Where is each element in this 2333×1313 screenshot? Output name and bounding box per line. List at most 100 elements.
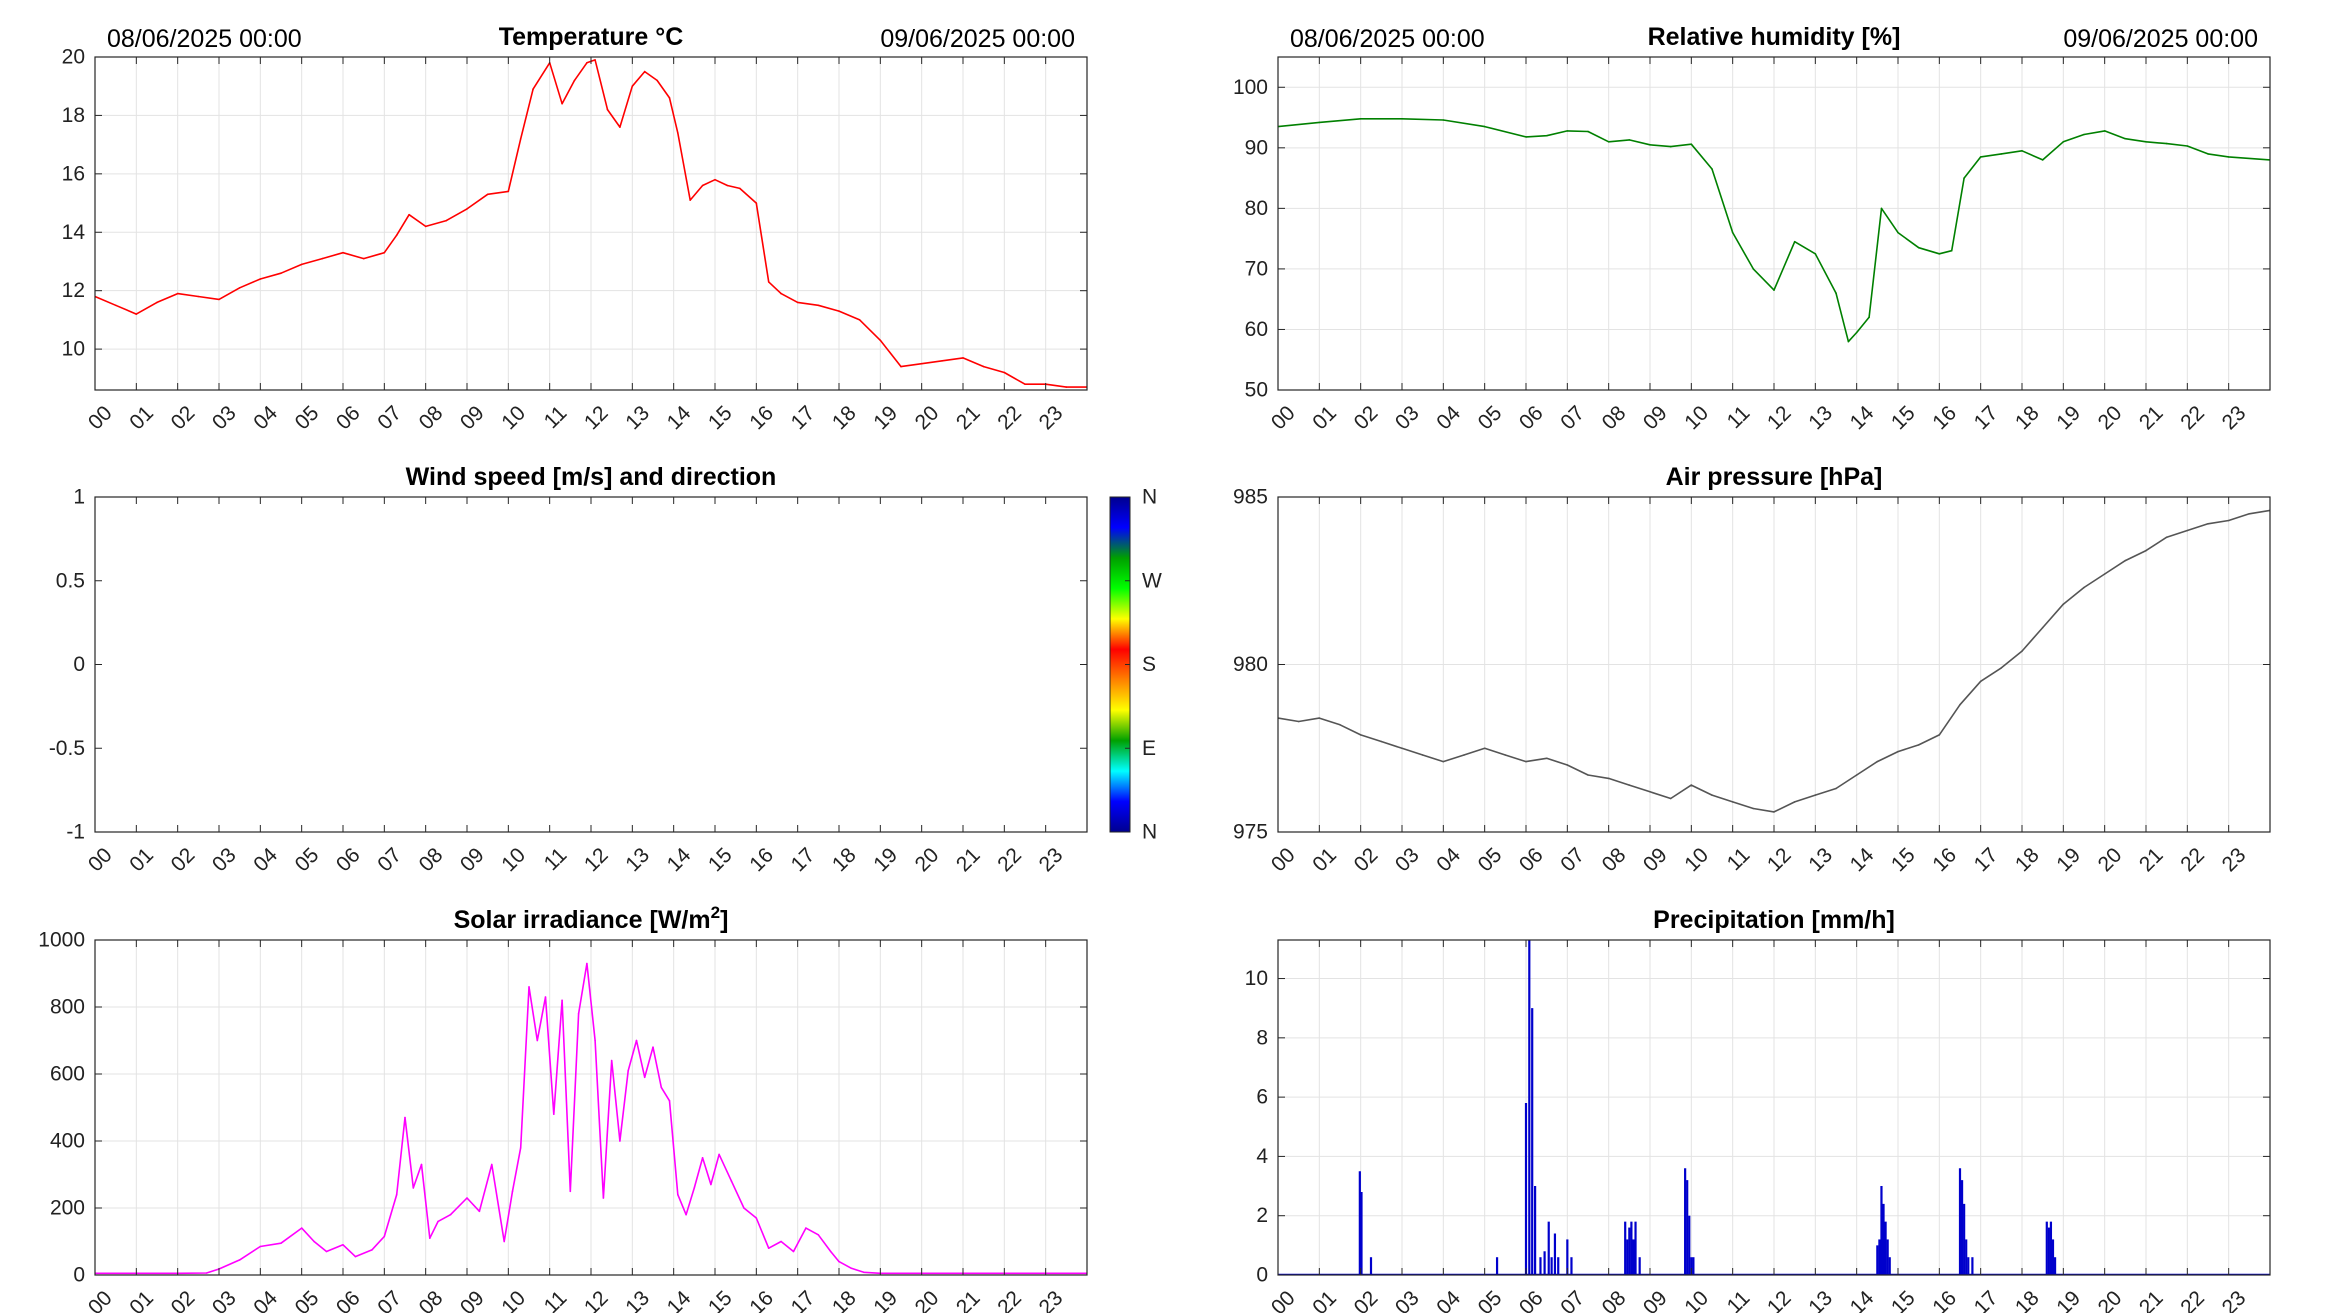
data-point <box>1587 774 1589 776</box>
colorbar-label: N <box>1142 821 1157 844</box>
data-point <box>594 59 596 61</box>
data-point <box>362 257 365 260</box>
x-tick-label: 05 <box>1474 843 1507 876</box>
x-tick-label: 08 <box>415 1286 448 1313</box>
x-tick-label: 10 <box>497 401 530 434</box>
data-line <box>95 962 1087 1275</box>
data-point <box>1483 747 1486 750</box>
x-tick-label: 21 <box>2135 843 2168 876</box>
x-tick-label: 12 <box>580 1286 613 1313</box>
series-temperature <box>95 59 1087 388</box>
data-point <box>2186 145 2189 147</box>
data-point <box>2062 141 2065 143</box>
data-point <box>1525 136 1527 138</box>
x-tick-label: 16 <box>745 1286 778 1313</box>
data-point <box>1880 207 1883 210</box>
x-tick-label: 10 <box>1680 1286 1713 1313</box>
data-point <box>325 1250 328 1253</box>
title-superscript: 2 <box>711 903 720 922</box>
data-point <box>2062 603 2065 605</box>
data-point <box>478 1210 481 1213</box>
x-tick-label: 20 <box>2094 1286 2127 1313</box>
y-tick-label: 6 <box>1256 1086 1268 1109</box>
data-point <box>1628 784 1631 786</box>
data-point <box>507 190 510 193</box>
y-tick-label: 1000 <box>38 929 85 952</box>
data-point <box>238 1259 241 1261</box>
y-axis: 0 2 4 6 8 10 <box>1245 967 2270 1287</box>
x-tick-label: 22 <box>2176 843 2209 876</box>
x-tick-label: 13 <box>621 401 654 434</box>
x-tick-label: 23 <box>2218 1286 2251 1313</box>
y-tick-label: 800 <box>50 996 85 1019</box>
x-tick-label: 17 <box>787 401 820 434</box>
data-point <box>1876 760 1879 763</box>
data-point <box>528 986 530 988</box>
data-point <box>817 304 820 307</box>
data-point <box>805 1227 807 1229</box>
data-point <box>602 1197 605 1199</box>
data-point <box>668 97 671 99</box>
x-tick-label: 04 <box>1432 843 1465 876</box>
data-point <box>1442 760 1445 763</box>
x-tick-label: 03 <box>1391 1286 1424 1313</box>
x-tick-label: 22 <box>2176 1286 2209 1313</box>
data-point <box>1711 794 1713 796</box>
data-point <box>660 1086 663 1089</box>
data-point <box>2000 667 2003 669</box>
data-point <box>466 1197 468 1199</box>
data-point <box>767 1247 770 1249</box>
data-point <box>569 1190 572 1193</box>
data-point <box>544 996 547 998</box>
data-point <box>1545 757 1548 760</box>
x-tick-label: 20 <box>911 401 944 434</box>
data-point <box>1587 130 1589 133</box>
x-tick-label: 23 <box>1035 401 1068 434</box>
x-tick-label: 16 <box>745 843 778 876</box>
data-point <box>586 62 588 64</box>
data-point <box>300 1227 303 1229</box>
data-point <box>573 79 576 82</box>
data-point <box>1401 118 1403 120</box>
x-tick-label: 10 <box>497 843 530 876</box>
x-tick-label: 23 <box>1035 843 1068 876</box>
title-main: Air pressure [hPa] <box>1666 463 1883 491</box>
data-point <box>900 365 902 368</box>
x-tick-label: 22 <box>2176 401 2209 434</box>
x-tick-label: 03 <box>208 401 241 434</box>
data-point <box>1669 797 1672 800</box>
x-tick-label: 22 <box>993 401 1026 434</box>
chart-title: Precipitation [mm/h] <box>1653 906 1895 934</box>
data-point <box>412 1187 415 1189</box>
data-point <box>1938 253 1941 255</box>
y-tick-label: 4 <box>1256 1145 1268 1168</box>
x-tick-label: 22 <box>993 1286 1026 1313</box>
title-main: Solar irradiance [W/m <box>454 906 711 934</box>
data-point <box>714 178 716 181</box>
data-point <box>1793 801 1796 803</box>
x-tick-label: 05 <box>291 843 324 876</box>
data-point <box>1669 145 1672 148</box>
y-tick-label: 1 <box>73 486 85 509</box>
data-point <box>850 1267 853 1270</box>
data-point <box>1917 246 1920 249</box>
data-point <box>730 1180 733 1182</box>
data-point <box>561 102 563 105</box>
data-point <box>677 132 679 134</box>
data-point <box>631 85 634 87</box>
title-main: Temperature °C <box>499 23 684 51</box>
y-tick-label: 10 <box>62 338 85 361</box>
x-tick-label: 05 <box>1474 1286 1507 1313</box>
chart-title: Temperature °C <box>499 23 684 51</box>
y-tick-label: 0 <box>73 1264 85 1287</box>
x-tick-label: 07 <box>373 843 406 876</box>
title-main: Wind speed [m/s] and direction <box>406 463 777 491</box>
y-tick-label: 200 <box>50 1197 85 1220</box>
data-point <box>941 360 944 362</box>
data-point <box>313 1240 315 1243</box>
data-point <box>1835 292 1837 294</box>
x-tick-label: 18 <box>2011 1286 2044 1313</box>
x-tick-label: 04 <box>249 401 282 434</box>
x-tick-label: 09 <box>456 1286 489 1313</box>
x-tick-label: 16 <box>1928 401 1961 434</box>
